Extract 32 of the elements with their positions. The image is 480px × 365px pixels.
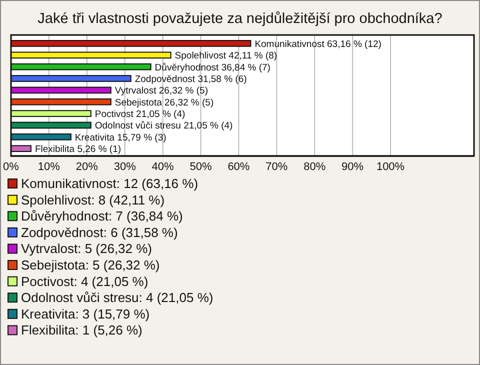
x-tick-label: 40% <box>152 160 174 173</box>
data-label: Důvěryhodnost 36,84 % (7) <box>154 62 270 74</box>
x-tick-label: 50% <box>190 160 212 173</box>
x-tick-label: 90% <box>342 160 364 173</box>
data-label: Kreativita 15,79 % (3) <box>74 132 166 144</box>
legend-label: Poctivost: 4 (21,05 %) <box>21 274 148 289</box>
legend-label: Kreativita: 3 (15,79 %) <box>21 306 150 322</box>
data-label: Odolnost vůči stresu 21,05 % (4) <box>94 120 233 132</box>
data-label: Sebejistota 26,32 % (5) <box>114 97 214 108</box>
data-label: Poctivost 21,05 % (4) <box>94 109 186 120</box>
data-label: Zodpovědnost 31,58 % (6) <box>134 74 247 85</box>
legend-label: Odolnost vůči stresu: 4 (21,05 %) <box>21 290 214 306</box>
legend-label: Komunikativnost: 12 (63,16 %) <box>21 176 198 191</box>
x-tick-label: 60% <box>228 160 250 173</box>
x-tick-label: 100% <box>376 160 405 173</box>
data-label: Komunikativnost 63,16 % (12) <box>254 38 382 50</box>
legend-label: Sebejistota: 5 (26,32 %) <box>21 258 160 272</box>
chart-title: Jaké tři vlastnosti považujete za nejdůležitější pro obchodníka? <box>38 11 442 27</box>
x-tick-label: 20% <box>76 160 98 173</box>
legend-label: Flexibilita: 1 (5,26 %) <box>21 322 142 338</box>
x-tick-label: 10% <box>38 160 60 173</box>
legend-label: Spolehlivost: 8 (42,11 %) <box>21 192 165 208</box>
data-label: Flexibilita 5,26 % (1) <box>34 144 122 156</box>
x-tick-label: 30% <box>114 160 136 173</box>
legend-label: Vytrvalost: 5 (26,32 %) <box>21 241 152 256</box>
data-label: Spolehlivost 42,11 % (8) <box>174 50 278 62</box>
x-tick-label: 70% <box>266 160 288 173</box>
legend-label: Důvěryhodnost: 7 (36,84 %) <box>21 208 183 224</box>
x-tick-label: 80% <box>304 160 326 173</box>
x-tick-label: 0% <box>3 160 20 173</box>
legend-label: Zodpovědnost: 6 (31,58 %) <box>21 224 178 240</box>
data-label: Vytrvalost 26,32 % (5) <box>114 86 208 97</box>
